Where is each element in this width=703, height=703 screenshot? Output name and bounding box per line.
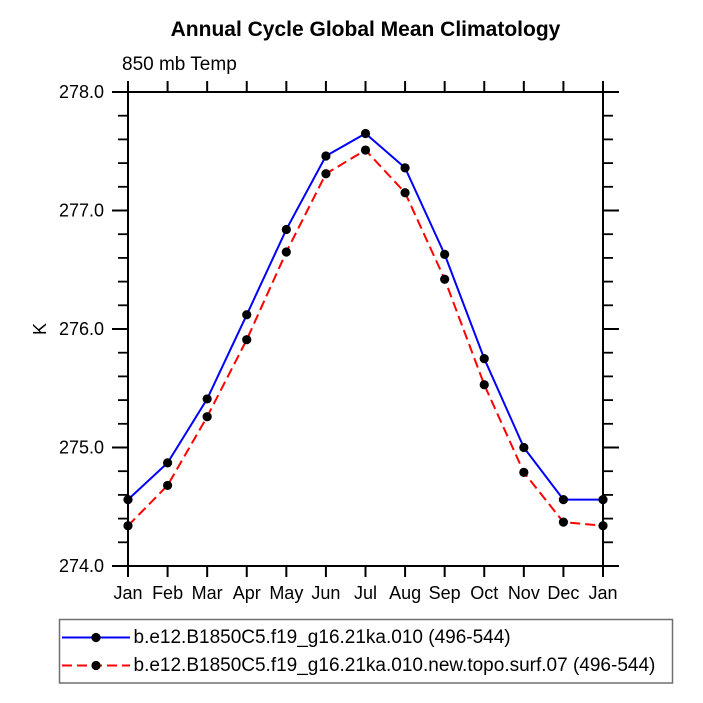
legend-entry-label: b.e12.B1850C5.f19_g16.21ka.010 (496-544)	[134, 627, 511, 648]
series-1-marker	[558, 517, 569, 527]
y-tick-label: 274.0	[59, 556, 104, 576]
series-0-marker	[519, 442, 529, 453]
x-tick-label: Dec	[547, 583, 579, 603]
x-tick-label: Nov	[508, 583, 540, 603]
series-1-marker	[123, 521, 133, 531]
series-1-marker	[202, 412, 212, 422]
series-0-marker	[598, 495, 608, 505]
series-1-marker	[321, 169, 331, 179]
x-tick-label: Sep	[429, 583, 461, 603]
series-1-marker	[360, 145, 371, 155]
y-tick-label: 276.0	[59, 319, 104, 339]
legend-entry-label: b.e12.B1850C5.f19_g16.21ka.010.new.topo.…	[134, 655, 656, 676]
x-tick-label: May	[269, 583, 303, 603]
x-tick-label: Mar	[192, 583, 223, 603]
series-1-marker	[162, 480, 173, 491]
series-0-marker	[321, 151, 331, 161]
series-0-marker	[162, 458, 173, 468]
series-0-marker	[360, 128, 371, 139]
series-0-marker	[558, 495, 569, 505]
axis-labels: 274.0 275.0 276.0 277.0 278.0 Jan Feb Mar Apr May…	[59, 82, 618, 603]
series-0-line	[127, 132, 603, 501]
legend: b.e12.B1850C5.f19_g16.21ka.010 (496-544)…	[58, 618, 674, 684]
series-1-line	[127, 148, 604, 527]
x-tick-label: Oct	[470, 583, 498, 603]
y-tick-label: 278.0	[59, 82, 104, 102]
series-1-marker	[519, 467, 529, 477]
series-1-marker	[242, 335, 252, 345]
axis-ticks	[112, 81, 619, 577]
legend-box	[58, 618, 674, 684]
series-0-marker	[202, 394, 212, 404]
series-0-marker	[123, 495, 133, 505]
x-tick-label: Apr	[233, 583, 261, 603]
legend-sample-marker	[91, 660, 101, 671]
x-tick-label: Aug	[389, 583, 421, 603]
x-tick-label: Jan	[588, 583, 617, 603]
legend-sample-marker	[91, 632, 101, 643]
chart-subtitle: 850 mb Temp	[122, 54, 237, 75]
x-tick-label: Jan	[113, 583, 142, 603]
series-1-marker	[400, 188, 410, 198]
x-tick-label: Feb	[152, 583, 183, 603]
chart-title: Annual Cycle Global Mean Climatology	[171, 18, 561, 41]
x-tick-label: Jun	[311, 583, 340, 603]
y-axis-label: K	[30, 323, 50, 335]
series-0-marker	[242, 310, 252, 320]
y-tick-label: 277.0	[59, 201, 104, 221]
series-0-marker	[281, 224, 291, 235]
series-1-marker	[479, 380, 489, 390]
plot-border	[127, 91, 604, 567]
series-0-marker	[440, 249, 450, 259]
series-0-marker	[400, 163, 410, 173]
plot-frame	[127, 91, 604, 567]
series-1-marker	[598, 521, 608, 531]
series-1-marker	[440, 274, 450, 284]
series-0-marker	[479, 354, 489, 364]
x-tick-label: Jul	[354, 583, 377, 603]
series-1-marker	[281, 247, 291, 257]
data-series	[123, 128, 608, 531]
y-tick-label: 275.0	[59, 438, 104, 458]
